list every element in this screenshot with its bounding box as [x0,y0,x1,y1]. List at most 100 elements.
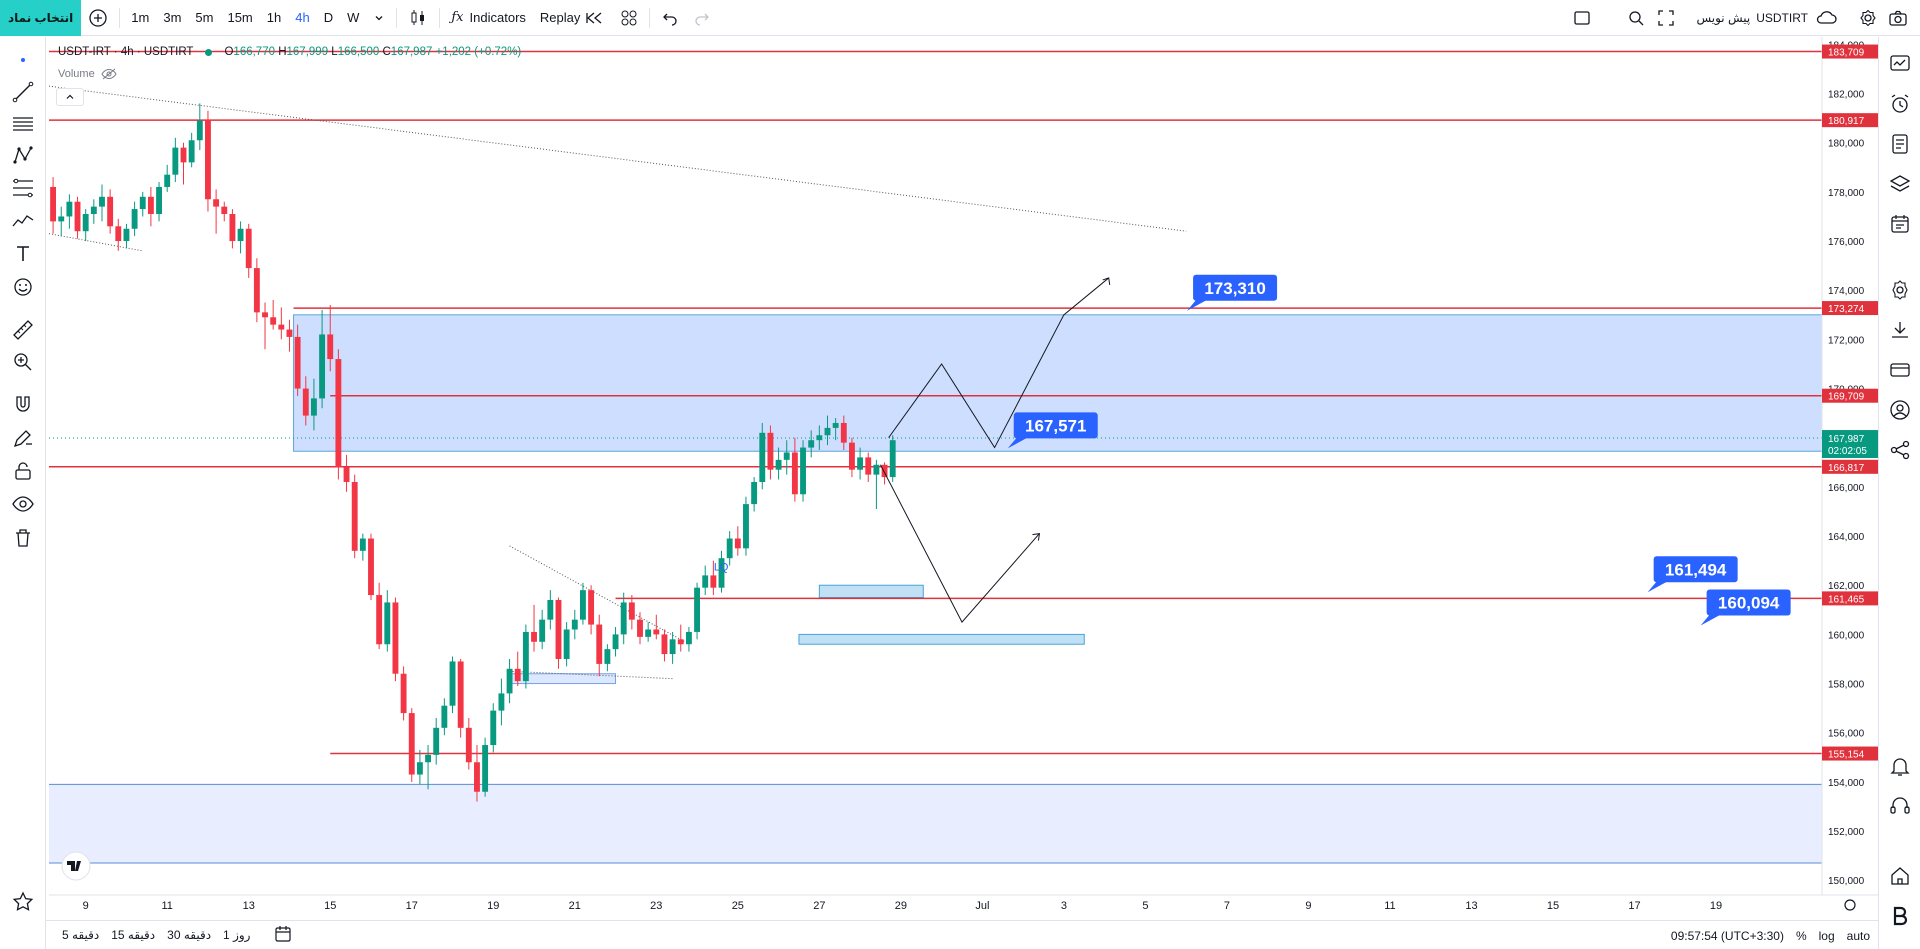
chart-type-button[interactable] [401,0,435,36]
candle[interactable] [702,575,709,588]
candle[interactable] [881,464,888,478]
interval-w-button[interactable]: W [347,10,360,25]
candle[interactable] [547,599,554,620]
forecast-tool[interactable] [11,209,35,233]
candle[interactable] [596,624,603,664]
candle[interactable] [107,196,114,227]
candle[interactable] [637,619,643,637]
magnet-tool[interactable] [11,393,35,417]
candle[interactable] [514,668,521,682]
layers-button[interactable] [1888,172,1912,196]
candle[interactable] [416,762,423,775]
descending-trendline[interactable] [49,85,1187,232]
share-button[interactable] [1888,438,1912,462]
horizontal-lines-tool[interactable] [11,112,35,136]
candle[interactable] [359,538,366,551]
liquidity-label[interactable]: LQ [714,561,729,573]
candle[interactable] [726,538,733,559]
undo-button[interactable] [654,0,686,36]
candle[interactable] [539,619,546,642]
candle[interactable] [196,120,203,141]
notes-button[interactable] [1888,132,1912,156]
interval-5m-button[interactable]: 5m [195,10,214,25]
candle[interactable] [482,745,489,792]
candle[interactable] [791,452,798,495]
range-button[interactable]: 1 روز [223,928,251,942]
zoom-tool[interactable] [11,350,35,374]
watchlist-button[interactable] [1888,52,1912,76]
candle[interactable] [465,727,472,763]
demand-zone-bottom[interactable] [49,784,1822,864]
candle[interactable] [824,427,831,436]
range-button[interactable]: 15 دقیقه [111,928,156,942]
candle[interactable] [270,317,277,325]
candle[interactable] [800,447,806,495]
redo-button[interactable] [686,0,718,36]
percent-toggle[interactable]: % [1795,928,1807,943]
candle[interactable] [612,634,619,650]
legend-symbol[interactable]: USDT-IRT · 4h · USDTIRT [58,46,194,58]
candle[interactable] [620,602,627,635]
candle[interactable] [213,199,220,207]
candle[interactable] [343,467,350,482]
candle[interactable] [449,661,456,706]
text-tool[interactable] [11,242,35,266]
candle[interactable] [628,602,635,620]
candle[interactable] [408,713,415,775]
candle[interactable] [865,457,872,475]
candle[interactable] [205,120,211,200]
candle[interactable] [123,228,130,242]
candle[interactable] [164,174,171,187]
cursor-tool[interactable] [11,48,35,72]
candle[interactable] [759,432,766,482]
symbol-select-button[interactable]: انتخاب نماد [0,0,82,36]
candle[interactable] [335,359,342,468]
headset-button[interactable] [1888,794,1912,818]
profile-button[interactable] [1888,398,1912,422]
candle[interactable] [237,228,244,242]
candle[interactable] [661,634,668,655]
cloud-save-button[interactable] [1814,6,1838,30]
candle[interactable] [767,432,774,470]
layouts-button[interactable] [613,0,645,36]
candle[interactable] [734,538,741,549]
candle[interactable] [677,639,684,645]
forecast-path-down[interactable] [880,464,1040,623]
brand-b-button[interactable] [1888,904,1912,928]
candle[interactable] [694,587,700,632]
candle[interactable] [506,668,513,694]
eye-off-icon[interactable] [101,68,117,80]
candle[interactable] [302,388,309,416]
candle[interactable] [139,196,146,210]
candle[interactable] [58,216,65,222]
candle[interactable] [751,481,758,505]
candle[interactable] [294,336,301,389]
wedge-lower-line[interactable] [509,670,673,680]
home-button[interactable] [1888,864,1912,888]
snapshot-button[interactable] [1886,6,1910,30]
settings-button[interactable] [1888,278,1912,302]
lock-pen-tool[interactable] [11,426,35,450]
calendar-button[interactable] [1888,212,1912,236]
legend-collapse-button[interactable] [56,88,84,106]
ruler-tool[interactable] [11,318,35,342]
candle[interactable] [816,435,823,441]
interval-1h-button[interactable]: 1h [266,10,282,25]
candle[interactable] [857,457,864,470]
wedge-upper-line[interactable] [509,545,686,643]
candle[interactable] [221,206,228,215]
candle[interactable] [604,649,611,664]
candle[interactable] [832,422,839,428]
candle[interactable] [310,398,317,416]
interval-3m-button[interactable]: 3m [163,10,182,25]
candle[interactable] [580,590,586,620]
eye-tool[interactable] [11,492,35,516]
candle[interactable] [645,629,652,637]
candle[interactable] [571,619,578,630]
level-price-tag[interactable] [1822,459,1878,474]
settings-button[interactable] [1856,6,1880,30]
star-tool[interactable] [11,890,35,914]
forecast-path-up[interactable] [888,277,1110,449]
add-symbol-button[interactable] [81,0,115,36]
